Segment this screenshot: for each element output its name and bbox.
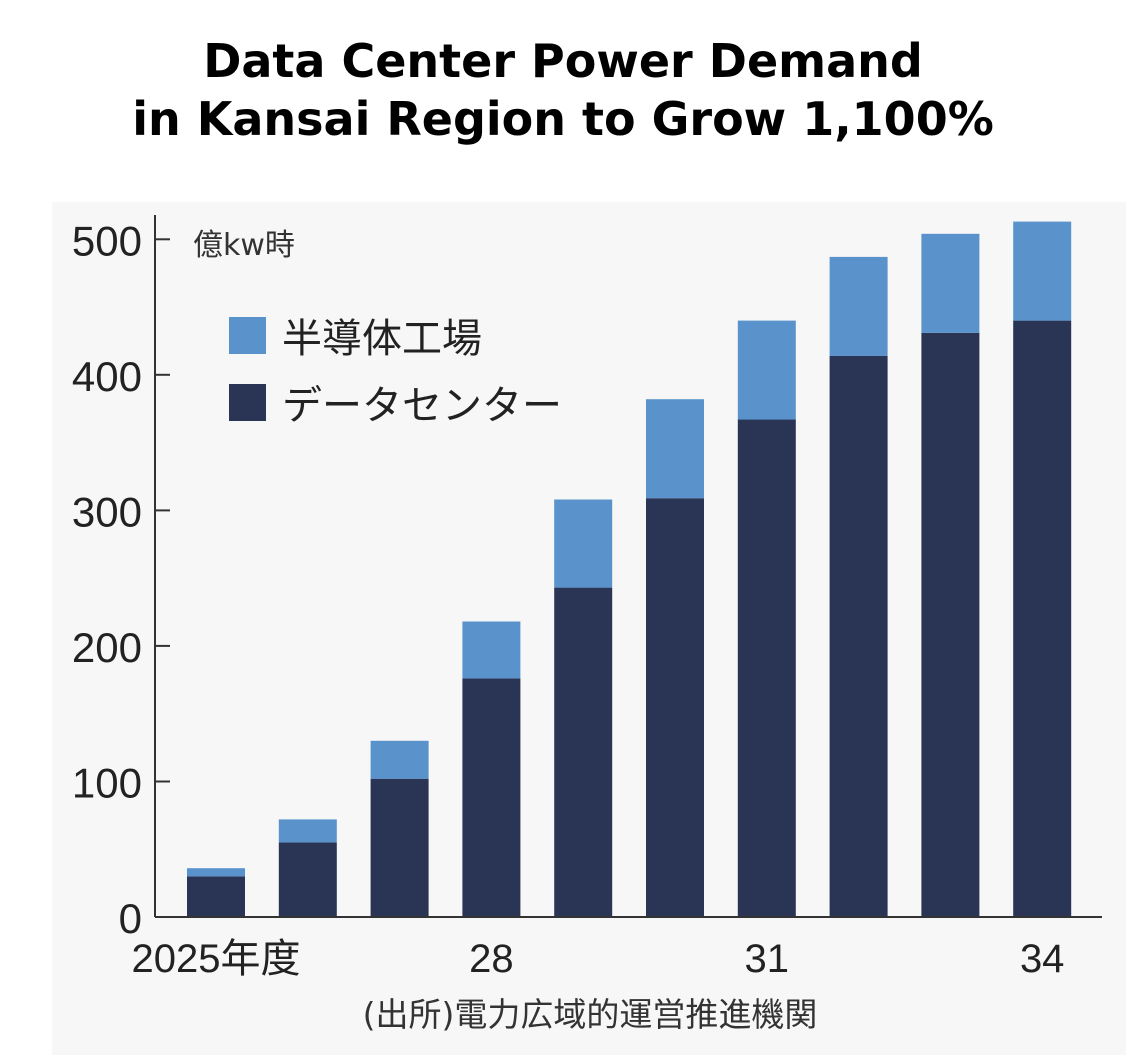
bar-semiconductor-0	[187, 868, 245, 877]
source-note: (出所)電力広域的運営推進機関	[363, 995, 818, 1034]
bar-data-center-6	[737, 419, 796, 917]
x-axis-ticks: 2025年度 28 31 34	[132, 937, 1065, 981]
y-axis-unit-label: 億kw時	[193, 228, 295, 263]
y-tick-label-200: 200	[72, 624, 142, 671]
y-axis-ticks: 0 100 200 300 400 500	[72, 217, 170, 942]
x-tick-label-9: 34	[1020, 937, 1065, 981]
y-tick-label-400: 400	[72, 353, 142, 400]
bar-semiconductor-2	[370, 740, 429, 779]
chart-title-line-1: Data Center Power Demand	[203, 34, 923, 88]
y-tick-label-0: 0	[119, 895, 142, 942]
legend-swatch-data-center	[229, 384, 266, 421]
bar-data-center-5	[646, 498, 704, 917]
y-tick-label-300: 300	[72, 488, 142, 535]
legend-swatch-semiconductor	[229, 317, 266, 354]
bar-semiconductor-9	[1013, 221, 1072, 321]
bar-semiconductor-1	[278, 819, 337, 843]
chart-title-line-2: in Kansai Region to Grow 1,100%	[132, 92, 994, 146]
bar-semiconductor-3	[462, 621, 521, 679]
bar-data-center-2	[370, 778, 429, 917]
chart-title: Data Center Power Demand in Kansai Regio…	[0, 32, 1126, 148]
bar-data-center-1	[278, 842, 337, 917]
bar-data-center-8	[921, 332, 980, 917]
bar-data-center-9	[1013, 320, 1072, 918]
x-tick-label-6: 31	[745, 937, 790, 981]
y-tick-label-500: 500	[72, 217, 142, 264]
legend-label-semiconductor: 半導体工場	[282, 316, 482, 362]
bars-group	[187, 221, 1072, 918]
bar-semiconductor-4	[554, 499, 613, 588]
bar-data-center-0	[187, 876, 245, 917]
x-tick-label-0: 2025年度	[132, 937, 301, 981]
bar-data-center-7	[829, 355, 888, 917]
legend: 半導体工場 データセンター	[229, 316, 562, 429]
legend-label-data-center: データセンター	[282, 383, 562, 429]
bar-semiconductor-8	[921, 233, 980, 333]
bar-semiconductor-5	[646, 399, 704, 499]
y-tick-label-100: 100	[72, 760, 142, 807]
bar-data-center-4	[554, 587, 613, 917]
bar-semiconductor-7	[829, 256, 888, 356]
bar-semiconductor-6	[737, 320, 796, 420]
x-tick-label-3: 28	[469, 937, 514, 981]
bar-data-center-3	[462, 678, 521, 917]
